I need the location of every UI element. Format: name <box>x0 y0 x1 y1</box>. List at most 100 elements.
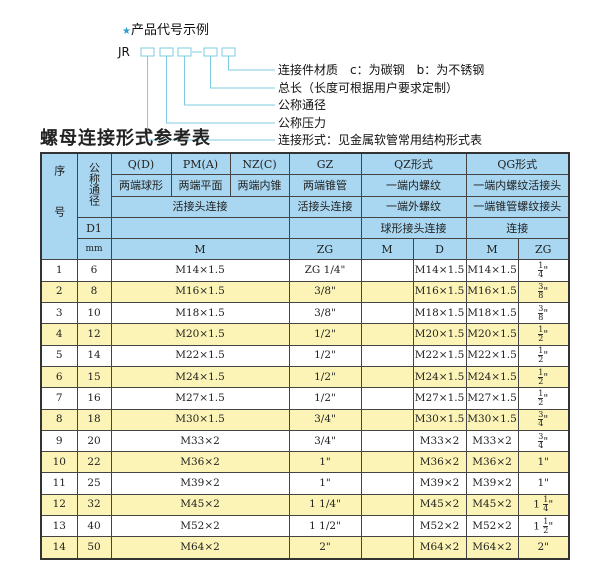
header-cell: 两端球形 <box>110 174 172 197</box>
cell-qg-m: M24×1.5 <box>465 365 519 389</box>
cell-seq: 10 <box>40 451 78 474</box>
header-cell: QZ形式 <box>360 152 467 176</box>
table-row: 3 10 M18×1.5 3/8" M18×1.5 M18×1.5 3 8 " <box>40 302 570 325</box>
cell-diameter: 25 <box>76 472 112 495</box>
cell-thread-m: M14×1.5 <box>110 259 290 282</box>
cell-qz-d: M33×2 <box>412 429 467 453</box>
header-cell: 一端内螺纹 <box>360 174 467 197</box>
cell-qz-d: M64×2 <box>412 536 467 560</box>
cell-thread-m: M20×1.5 <box>110 323 290 346</box>
cell-qg-m: M33×2 <box>465 429 519 453</box>
table-row: 1 6 M14×1.5 ZG 1/4" M14×1.5 M14×1.5 1 4 " <box>40 259 570 282</box>
cell-zg: 3/8" <box>288 302 362 325</box>
diagram-heading: ★产品代号示例 <box>122 23 209 38</box>
cell-qz-d: M20×1.5 <box>412 323 467 346</box>
table-row: 11 25 M39×2 1" M39×2 M39×2 1" <box>40 472 570 495</box>
cell-diameter: 16 <box>76 387 112 410</box>
header-cell: NZ(C) <box>229 152 290 176</box>
cell-qz-d: M16×1.5 <box>412 280 467 304</box>
label-nominal-diameter: 公称通径 <box>278 98 327 112</box>
cell-qg-m: M45×2 <box>465 493 519 517</box>
header-cell: D <box>412 238 467 261</box>
cell-zg: 1/2" <box>288 344 362 367</box>
header-cell: 两端内锥 <box>229 174 290 197</box>
cell-zg: 1" <box>288 451 362 474</box>
cell-seq: 9 <box>40 429 78 453</box>
table-row: 5 14 M22×1.5 1/2" M22×1.5 M22×1.5 1 2 " <box>40 344 570 367</box>
header-cell: GZ <box>288 152 362 176</box>
cell-qg-m: M22×1.5 <box>465 344 519 367</box>
cell-qg-zg: 1 1 4 " <box>517 493 570 517</box>
cell-zg: 3/4" <box>288 429 362 453</box>
cell-diameter: 12 <box>76 323 112 346</box>
header-cell: mm <box>76 238 112 261</box>
cell-qz-d: M27×1.5 <box>412 387 467 410</box>
cell-qg-m: M16×1.5 <box>465 280 519 304</box>
header-cell: D1 <box>76 216 112 240</box>
cell-seq: 1 <box>40 259 78 282</box>
cell-qz-d: M22×1.5 <box>412 344 467 367</box>
label-nominal-pressure: 公称压力 <box>278 116 327 130</box>
table-row: 4 12 M20×1.5 1/2" M20×1.5 M20×1.5 1 2 " <box>40 323 570 346</box>
cell-qg-zg: 1" <box>517 451 570 474</box>
cell-qz-d: M30×1.5 <box>412 408 467 431</box>
cell-qz-m <box>360 493 414 517</box>
cell-qz-d: M39×2 <box>412 472 467 495</box>
cell-diameter: 14 <box>76 344 112 367</box>
cell-qz-m <box>360 408 414 431</box>
header-cell: PM(A) <box>170 152 231 176</box>
cell-qz-m <box>360 472 414 495</box>
cell-zg: 1/2" <box>288 365 362 389</box>
cell-qz-m <box>360 536 414 560</box>
cell-qz-m <box>360 280 414 304</box>
header-cell: 活接头连接 <box>110 195 290 218</box>
header-cell: QG形式 <box>465 152 570 176</box>
header-cell: 一端锥管螺纹接头 <box>465 195 570 218</box>
table-row: 8 18 M30×1.5 3/4" M30×1.5 M30×1.5 3 4 " <box>40 408 570 431</box>
cell-qz-m <box>360 323 414 346</box>
cell-diameter: 8 <box>76 280 112 304</box>
cell-qg-zg: 3 8 " <box>517 302 570 325</box>
table-row: 2 8 M16×1.5 3/8" M16×1.5 M16×1.5 3 8 " <box>40 280 570 304</box>
cell-qg-zg: 1 2 " <box>517 344 570 367</box>
cell-qg-m: M14×1.5 <box>465 259 519 282</box>
cell-seq: 8 <box>40 408 78 431</box>
product-code-diagram: ★产品代号示例 JR 连接件材质 c：为碳钢 b：为不锈钢 总长（长度可根据用户… <box>0 0 600 150</box>
cell-diameter: 18 <box>76 408 112 431</box>
cell-thread-m: M27×1.5 <box>110 387 290 410</box>
cell-seq: 12 <box>40 493 78 517</box>
header-cell <box>110 216 290 240</box>
cell-thread-m: M18×1.5 <box>110 302 290 325</box>
cell-thread-m: M45×2 <box>110 493 290 517</box>
code-box <box>203 47 218 57</box>
header-cell: ZG <box>517 238 570 261</box>
cell-diameter: 22 <box>76 451 112 474</box>
table-row: 9 20 M33×2 3/4" M33×2 M33×2 3 4 " <box>40 429 570 453</box>
cell-qg-m: M30×1.5 <box>465 408 519 431</box>
cell-thread-m: M64×2 <box>110 536 290 560</box>
nut-connection-table: 序号 公称通径 Q(D) PM(A) NZ(C) GZ QZ形式 QG形式 两端… <box>40 152 570 560</box>
table-row: 7 16 M27×1.5 1/2" M27×1.5 M27×1.5 1 2 " <box>40 387 570 410</box>
code-prefix: JR <box>118 45 130 59</box>
header-cell: Q(D) <box>110 152 172 176</box>
label-material: 连接件材质 c：为碳钢 b：为不锈钢 <box>278 63 485 77</box>
cell-thread-m: M39×2 <box>110 472 290 495</box>
cell-seq: 7 <box>40 387 78 410</box>
cell-seq: 13 <box>40 515 78 538</box>
cell-qg-zg: 3 4 " <box>517 408 570 431</box>
cell-qz-m <box>360 302 414 325</box>
code-box <box>159 47 174 57</box>
cell-qz-d: M24×1.5 <box>412 365 467 389</box>
code-diagram-lines <box>140 47 275 141</box>
cell-seq: 5 <box>40 344 78 367</box>
cell-seq: 11 <box>40 472 78 495</box>
cell-qg-m: M64×2 <box>465 536 519 560</box>
cell-qz-d: M36×2 <box>412 451 467 474</box>
cell-diameter: 20 <box>76 429 112 453</box>
code-box <box>140 47 155 57</box>
cell-qg-zg: 1 1 2 " <box>517 515 570 538</box>
cell-qg-zg: 1" <box>517 472 570 495</box>
cell-diameter: 40 <box>76 515 112 538</box>
star-icon: ★ <box>122 26 131 37</box>
cell-qz-d: M14×1.5 <box>412 259 467 282</box>
